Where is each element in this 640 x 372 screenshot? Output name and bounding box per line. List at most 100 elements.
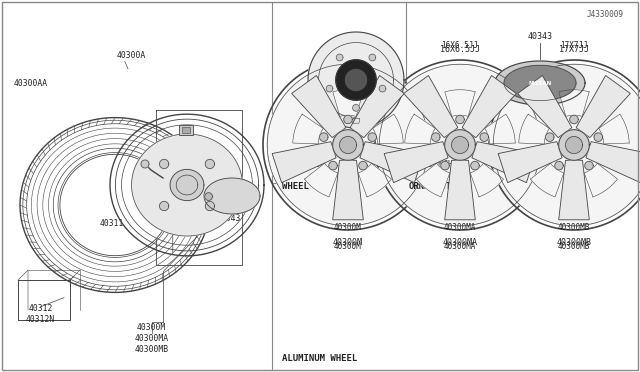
Polygon shape [132,134,243,236]
Polygon shape [559,160,589,220]
Polygon shape [333,90,363,116]
Polygon shape [308,32,404,128]
Polygon shape [205,201,214,211]
Polygon shape [570,115,579,124]
Text: 40300MB: 40300MB [557,238,591,247]
Polygon shape [559,90,589,116]
Text: 40300M: 40300M [334,242,362,251]
Polygon shape [495,61,585,105]
Polygon shape [576,76,630,138]
Polygon shape [594,133,602,141]
Text: F/16INCH: F/16INCH [413,159,453,168]
Polygon shape [470,163,504,197]
Polygon shape [445,90,475,116]
Text: F/17INCH: F/17INCH [285,159,324,168]
Text: J4330009: J4330009 [587,10,624,19]
Text: 40300MB: 40300MB [558,223,590,232]
Polygon shape [292,76,346,138]
Polygon shape [456,115,464,124]
Polygon shape [484,114,515,144]
Polygon shape [205,193,212,201]
Polygon shape [268,64,429,226]
Polygon shape [566,137,582,154]
Polygon shape [404,114,435,144]
Polygon shape [493,64,640,226]
Polygon shape [545,133,554,141]
Polygon shape [431,133,440,141]
Text: 40300M: 40300M [334,223,362,232]
Text: 16X6.5JJ: 16X6.5JJ [330,41,367,50]
Text: 16X6.5JJ: 16X6.5JJ [442,41,479,50]
Text: 40300AA: 40300AA [13,79,48,88]
Polygon shape [305,163,338,197]
Text: NISSAN: NISSAN [529,80,552,86]
Text: 40300A: 40300A [116,51,146,60]
Text: 40300M
40300MA
40300MB: 40300M 40300MA 40300MB [134,323,169,354]
Text: 40315
40343: 40315 40343 [216,203,241,223]
Polygon shape [379,85,386,92]
Polygon shape [60,154,170,256]
Polygon shape [472,142,536,183]
Polygon shape [451,137,468,154]
Polygon shape [445,160,476,220]
Polygon shape [462,76,516,138]
Polygon shape [272,142,336,183]
Polygon shape [380,64,541,226]
Polygon shape [504,65,576,100]
Polygon shape [359,161,367,170]
Polygon shape [319,133,328,141]
Text: ALUMINUM WHEEL: ALUMINUM WHEEL [282,355,357,363]
Text: 17X7JJ: 17X7JJ [559,45,589,54]
Polygon shape [586,142,640,183]
Text: 40224: 40224 [164,206,188,215]
Polygon shape [559,130,589,160]
Polygon shape [372,114,403,144]
Polygon shape [326,85,333,92]
Polygon shape [555,161,563,170]
Text: ORNAMENT: ORNAMENT [408,182,451,191]
Text: 40311: 40311 [100,219,124,228]
Polygon shape [441,161,449,170]
Polygon shape [339,137,356,154]
Polygon shape [204,178,260,214]
Polygon shape [417,163,450,197]
Polygon shape [159,159,169,169]
Polygon shape [292,114,323,144]
Polygon shape [480,133,488,141]
Polygon shape [584,163,618,197]
Polygon shape [369,54,376,61]
Polygon shape [585,161,593,170]
Text: 40300MA: 40300MA [444,223,476,232]
FancyBboxPatch shape [182,127,190,133]
Polygon shape [498,142,562,183]
FancyBboxPatch shape [179,125,193,135]
Text: 16X6.5JJ: 16X6.5JJ [440,45,480,54]
Text: 40300M: 40300M [333,238,363,247]
Polygon shape [384,142,448,183]
Text: 40300MA: 40300MA [444,242,476,251]
Polygon shape [205,159,214,169]
Polygon shape [141,160,149,168]
Polygon shape [471,161,479,170]
Polygon shape [358,163,392,197]
Text: 16X6.5JJ: 16X6.5JJ [328,45,368,54]
Polygon shape [344,115,352,124]
Polygon shape [519,114,549,144]
Text: 17X7JJ: 17X7JJ [560,41,588,50]
Polygon shape [350,76,404,138]
Text: 40300MA: 40300MA [442,238,477,247]
Polygon shape [598,114,629,144]
Text: WHEEL CAP: WHEEL CAP [282,182,330,191]
Polygon shape [518,76,572,138]
Polygon shape [352,118,360,123]
Polygon shape [336,60,376,100]
Polygon shape [531,163,564,197]
Polygon shape [170,169,204,201]
Polygon shape [346,70,367,90]
Polygon shape [333,130,364,160]
Polygon shape [404,76,458,138]
Polygon shape [368,133,376,141]
Text: 40300MB: 40300MB [558,242,590,251]
Polygon shape [333,160,364,220]
Text: 40343: 40343 [527,32,552,41]
